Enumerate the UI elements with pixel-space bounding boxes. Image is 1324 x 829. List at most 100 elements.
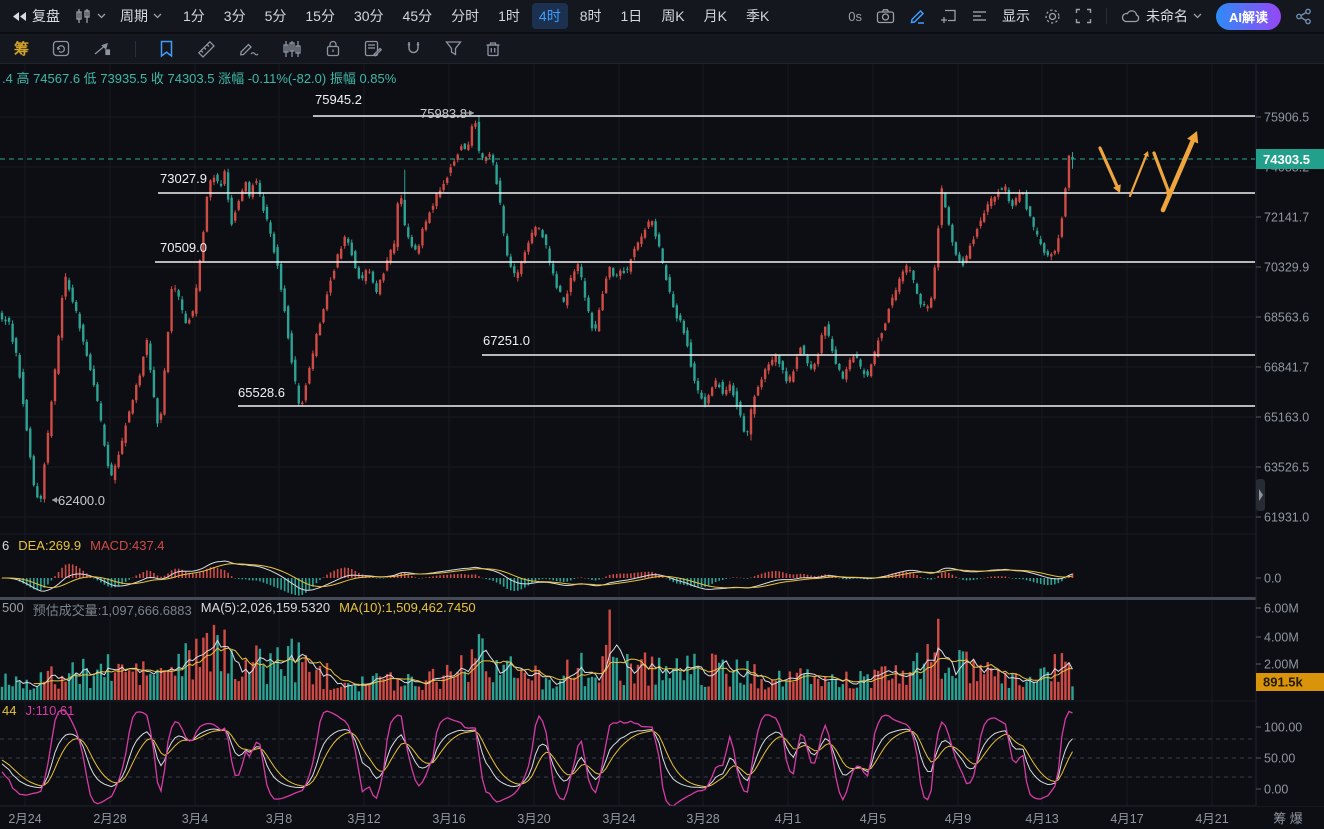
price-axis-label-2: 72141.7 bbox=[1264, 211, 1309, 225]
volume-readout-row: 500预估成交量:1,097,666.6883MA(5):2,026,159.5… bbox=[2, 600, 476, 619]
date-tick-10: 4月5 bbox=[860, 812, 886, 826]
draw-pencil-icon[interactable] bbox=[909, 8, 926, 24]
level-label-2: 70509.0 bbox=[160, 240, 207, 255]
chart-canvas[interactable]: 75945.273027.970509.067251.065528.675983… bbox=[0, 0, 1324, 829]
toolbar-right: 0s 显示 bbox=[848, 3, 1312, 30]
timeframe-季K[interactable]: 季K bbox=[739, 3, 776, 29]
chevron-down-icon bbox=[1193, 13, 1202, 19]
period-label: 周期 bbox=[120, 6, 148, 26]
display-menu[interactable]: 显示 bbox=[1002, 6, 1030, 26]
display-label: 显示 bbox=[1002, 6, 1030, 26]
timeframe-4时[interactable]: 4时 bbox=[532, 3, 568, 29]
date-tick-7: 3月24 bbox=[602, 812, 635, 826]
macd-value-1: DEA:269.9 bbox=[18, 538, 81, 553]
bookmark-tool-icon[interactable] bbox=[159, 40, 174, 58]
lock-icon[interactable] bbox=[325, 40, 341, 57]
date-tick-0: 2月24 bbox=[8, 812, 41, 826]
volume-value-0: 500 bbox=[2, 600, 24, 619]
replay-label: 复盘 bbox=[32, 6, 60, 26]
timeframe-1时[interactable]: 1时 bbox=[491, 3, 527, 29]
timeframe-15分[interactable]: 15分 bbox=[298, 3, 342, 29]
period-selector[interactable]: 周期 bbox=[120, 6, 162, 26]
timeframe-list: 1分3分5分15分30分45分分时1时4时8时1日周K月K季K bbox=[176, 3, 776, 29]
level-label-3: 67251.0 bbox=[483, 333, 530, 348]
ruler-icon[interactable] bbox=[197, 40, 216, 58]
ohlc-readout-row: .4 高 74567.6 低 73935.5 收 74303.5 涨幅 -0.1… bbox=[2, 68, 396, 87]
order-form-icon[interactable] bbox=[364, 40, 382, 57]
ai-interpret-button[interactable]: AI解读 bbox=[1216, 3, 1281, 30]
chart-type-selector[interactable] bbox=[74, 8, 106, 24]
macd-value-2: MACD:437.4 bbox=[90, 538, 164, 553]
chevron-down-icon bbox=[97, 13, 106, 19]
kdj-readout-row: 44 J:110.61 bbox=[2, 703, 74, 718]
price-axis-label-7: 63526.5 bbox=[1264, 461, 1309, 475]
macd-value-0: 6 bbox=[2, 538, 9, 553]
top-toolbar: 复盘 周期 1分3分5分15分30分45分分时1时4时 bbox=[0, 0, 1324, 33]
timeframe-1日[interactable]: 1日 bbox=[614, 3, 650, 29]
price-annotations: 75983.8 62400.0 bbox=[52, 106, 474, 508]
price-axis-label-0: 75906.5 bbox=[1264, 111, 1309, 125]
measure-cursor-icon[interactable] bbox=[93, 41, 112, 56]
replay-button[interactable]: 复盘 bbox=[12, 6, 60, 26]
timeframe-45分[interactable]: 45分 bbox=[396, 3, 440, 29]
date-tick-6: 3月20 bbox=[517, 812, 550, 826]
add-frame-icon[interactable] bbox=[940, 8, 957, 24]
timeframe-30分[interactable]: 30分 bbox=[347, 3, 391, 29]
divider bbox=[1106, 8, 1107, 24]
timeframe-1分[interactable]: 1分 bbox=[176, 3, 212, 29]
doc-name: 未命名 bbox=[1146, 6, 1188, 26]
corner-indicator-toggles[interactable]: 筹 爆 bbox=[1273, 811, 1303, 826]
date-tick-2: 3月4 bbox=[182, 812, 208, 826]
screenshot-camera-icon[interactable] bbox=[876, 8, 895, 24]
cloud-icon bbox=[1121, 9, 1141, 24]
cloud-doc-selector[interactable]: 未命名 bbox=[1121, 6, 1202, 26]
filter-funnel-icon[interactable] bbox=[445, 40, 462, 57]
share-icon[interactable] bbox=[1295, 8, 1312, 25]
volume-value-2: MA(5):2,026,159.5320 bbox=[201, 600, 330, 619]
price-axis-label-4: 68563.6 bbox=[1264, 311, 1309, 325]
date-tick-5: 3月16 bbox=[432, 812, 465, 826]
date-tick-14: 4月21 bbox=[1195, 812, 1228, 826]
kdj-axis-label-1: 50.00 bbox=[1264, 752, 1295, 766]
date-tick-12: 4月13 bbox=[1025, 812, 1058, 826]
date-tick-1: 2月28 bbox=[93, 812, 126, 826]
timeframe-周K[interactable]: 周K bbox=[654, 3, 691, 29]
timeframe-8时[interactable]: 8时 bbox=[573, 3, 609, 29]
candle-countdown: 0s bbox=[848, 9, 862, 24]
date-tick-3: 3月8 bbox=[266, 812, 292, 826]
x-axis[interactable]: 2月242月283月43月83月123月163月203月243月284月14月5… bbox=[8, 811, 1302, 826]
replay-edit-icon[interactable] bbox=[52, 40, 70, 57]
timeframe-3分[interactable]: 3分 bbox=[217, 3, 253, 29]
drawing-toolbar: 筹 bbox=[0, 34, 1324, 64]
volume-axis-label-1: 4.00M bbox=[1264, 631, 1299, 645]
pen-draw-icon[interactable] bbox=[239, 41, 259, 57]
magnet-icon[interactable] bbox=[405, 40, 422, 57]
date-tick-8: 3月28 bbox=[686, 812, 719, 826]
macd-axis-zero: 0.0 bbox=[1264, 572, 1281, 586]
list-settings-icon[interactable] bbox=[971, 9, 988, 23]
macd-lines bbox=[2, 561, 1072, 591]
chip-distribution-button[interactable]: 筹 bbox=[14, 38, 29, 59]
price-axis-label-5: 66841.7 bbox=[1264, 361, 1309, 375]
candles-tool-icon[interactable] bbox=[282, 40, 302, 58]
date-tick-13: 4月17 bbox=[1110, 812, 1143, 826]
timeframe-5分[interactable]: 5分 bbox=[258, 3, 294, 29]
settings-gear-icon[interactable] bbox=[1044, 8, 1061, 25]
right-axis[interactable]: 75906.574088.272141.770329.968563.666841… bbox=[1256, 64, 1324, 806]
level-label-1: 73027.9 bbox=[160, 171, 207, 186]
timeframe-分时[interactable]: 分时 bbox=[444, 3, 486, 29]
trash-icon[interactable] bbox=[485, 40, 501, 57]
kdj-axis-label-0: 100.00 bbox=[1264, 721, 1302, 735]
kdj-value-0: 44 bbox=[2, 703, 16, 718]
annotation-0: 75983.8 bbox=[420, 106, 467, 121]
price-axis-label-6: 65163.0 bbox=[1264, 411, 1309, 425]
date-tick-4: 3月12 bbox=[347, 812, 380, 826]
timeframe-月K[interactable]: 月K bbox=[697, 3, 734, 29]
pane-dividers bbox=[0, 534, 1324, 806]
volume-series bbox=[1, 610, 1074, 700]
kdj-value-1: J:110.61 bbox=[25, 703, 74, 718]
trend-arrows bbox=[1100, 131, 1198, 210]
fullscreen-icon[interactable] bbox=[1075, 8, 1092, 24]
kdj-axis-label-2: 0.00 bbox=[1264, 783, 1288, 797]
annotation-1: 62400.0 bbox=[58, 493, 105, 508]
